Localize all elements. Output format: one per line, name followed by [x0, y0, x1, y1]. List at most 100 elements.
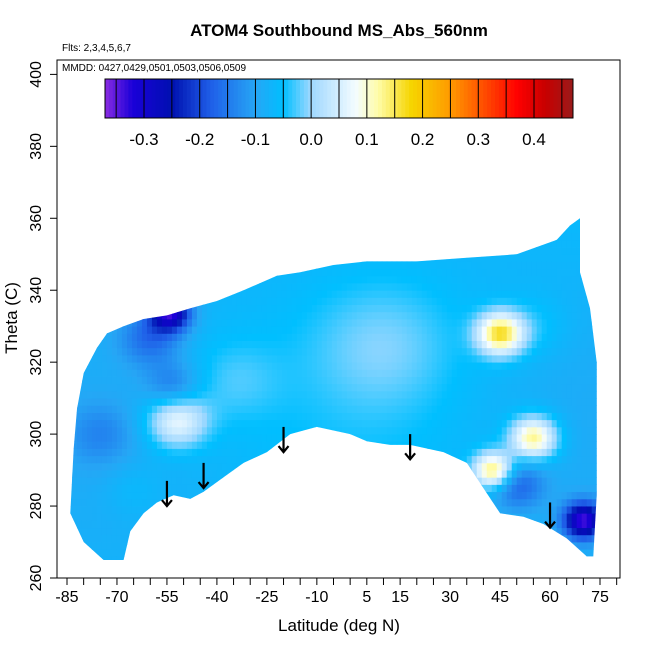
heatmap-cell — [266, 549, 273, 557]
heatmap-cell — [271, 405, 278, 413]
heatmap-cell — [226, 556, 233, 561]
heatmap-cell — [146, 354, 153, 363]
heatmap-cell — [501, 383, 508, 392]
heatmap-cell — [326, 376, 333, 385]
heatmap-cell — [331, 319, 338, 327]
heatmap-cell — [211, 520, 218, 529]
heatmap-cell — [106, 340, 113, 349]
heatmap-cell — [96, 477, 103, 485]
heatmap-cell — [126, 390, 133, 399]
heatmap-cell — [511, 513, 518, 521]
heatmap-cell — [70, 534, 73, 543]
heatmap-cell — [241, 311, 248, 320]
heatmap-cell — [86, 347, 93, 356]
heatmap-cell — [446, 319, 453, 327]
heatmap-cell — [126, 362, 133, 370]
heatmap-cell — [286, 376, 293, 385]
heatmap-cell — [221, 556, 228, 561]
heatmap-cell — [286, 247, 293, 255]
heatmap-cell — [251, 527, 258, 536]
heatmap-cell — [116, 477, 123, 485]
heatmap-cell — [341, 441, 348, 449]
heatmap-cell — [441, 455, 448, 464]
heatmap-cell — [482, 571, 487, 579]
heatmap-cell — [426, 455, 433, 464]
heatmap-cell — [181, 542, 188, 550]
heatmap-cell — [81, 448, 88, 457]
heatmap-cell — [401, 376, 408, 385]
heatmap-cell — [57, 269, 62, 277]
heatmap-cell — [70, 297, 73, 306]
heatmap-cell — [526, 254, 533, 262]
heatmap-cell — [212, 571, 217, 579]
heatmap-cell — [526, 247, 533, 255]
heatmap-cell — [451, 333, 458, 341]
heatmap-cell — [76, 354, 83, 363]
heatmap-cell — [436, 268, 443, 277]
heatmap-cell — [70, 347, 73, 356]
heatmap-cell — [161, 340, 168, 349]
heatmap-cell — [361, 542, 368, 550]
heatmap-cell — [81, 470, 88, 478]
heatmap-cell — [386, 412, 393, 421]
heatmap-cell — [261, 333, 268, 341]
heatmap-cell — [346, 484, 353, 493]
heatmap-cell — [341, 405, 348, 413]
heatmap-cell — [481, 275, 488, 284]
heatmap-cell — [241, 304, 248, 313]
heatmap-cell — [401, 484, 408, 493]
heatmap-cell — [62, 348, 67, 356]
heatmap-cell — [126, 506, 133, 514]
heatmap-cell — [496, 290, 503, 298]
heatmap-cell — [57, 305, 62, 313]
heatmap-cell — [441, 520, 448, 529]
heatmap-cell — [91, 455, 98, 464]
heatmap-cell — [151, 247, 158, 255]
heatmap-cell — [286, 218, 293, 226]
heatmap-cell — [286, 405, 293, 413]
heatmap-cell — [481, 290, 488, 298]
heatmap-cell — [456, 319, 463, 327]
heatmap-cell — [256, 290, 263, 298]
heatmap-cell — [106, 534, 113, 543]
heatmap-cell — [301, 326, 308, 334]
heatmap-cell — [386, 470, 393, 478]
heatmap-cell — [246, 405, 253, 413]
heatmap-cell — [216, 261, 223, 270]
heatmap-cell — [121, 347, 128, 356]
heatmap-cell — [411, 247, 418, 255]
heatmap-cell — [521, 491, 528, 500]
heatmap-cell — [206, 484, 213, 493]
heatmap-cell — [301, 448, 308, 457]
heatmap-cell — [316, 549, 323, 557]
heatmap-cell — [381, 448, 388, 457]
heatmap-cell — [506, 470, 513, 478]
heatmap-cell — [301, 268, 308, 277]
heatmap-cell — [521, 333, 528, 341]
heatmap-cell — [126, 498, 133, 507]
heatmap-cell — [441, 426, 448, 435]
heatmap-cell — [516, 311, 523, 320]
heatmap-cell — [496, 556, 503, 561]
heatmap-cell — [246, 491, 253, 500]
heatmap-cell — [141, 513, 148, 521]
heatmap-cell — [541, 462, 548, 471]
heatmap-cell — [266, 434, 273, 442]
heatmap-cell — [136, 477, 143, 485]
heatmap-cell — [531, 470, 538, 478]
heatmap-cell — [206, 419, 213, 428]
heatmap-cell — [436, 362, 443, 370]
heatmap-cell — [351, 376, 358, 385]
heatmap-cell — [536, 477, 543, 485]
heatmap-cell — [336, 254, 343, 262]
heatmap-cell — [206, 369, 213, 377]
heatmap-cell — [137, 564, 142, 572]
heatmap-cell — [231, 268, 238, 277]
heatmap-cell — [136, 275, 143, 284]
heatmap-cell — [501, 319, 508, 327]
heatmap-cell — [211, 534, 218, 543]
heatmap-cell — [216, 513, 223, 521]
heatmap-cell — [512, 564, 517, 572]
heatmap-cell — [96, 520, 103, 529]
heatmap-cell — [486, 319, 493, 327]
